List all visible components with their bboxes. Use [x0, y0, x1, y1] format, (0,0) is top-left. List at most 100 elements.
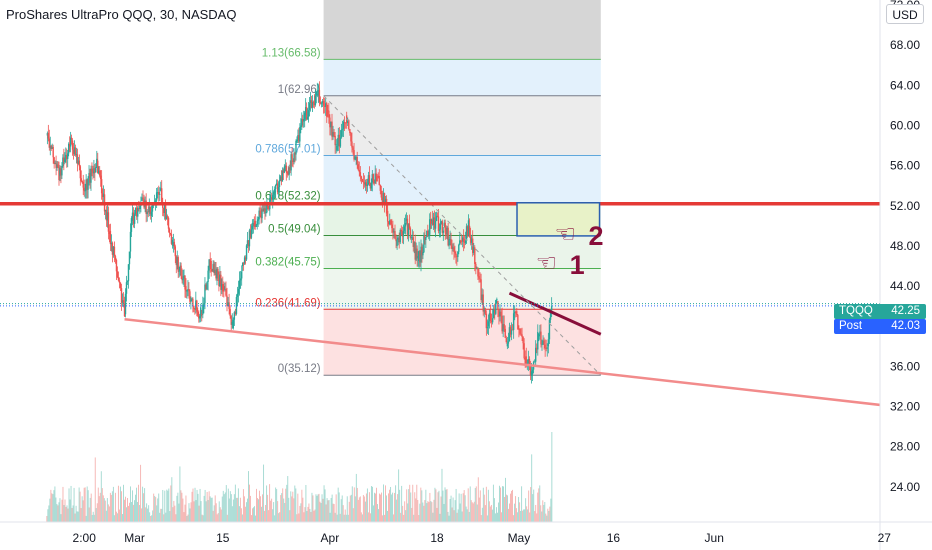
- volume-bar: [71, 507, 73, 522]
- x-tick-label: 15: [216, 531, 230, 545]
- volume-bar: [272, 509, 274, 522]
- annotation-1[interactable]: ☜ 1: [536, 249, 585, 280]
- volume-bar: [173, 500, 175, 522]
- candle-body: [374, 173, 376, 184]
- candle-body: [368, 175, 371, 184]
- candle-body: [289, 167, 291, 171]
- candle-body: [509, 327, 512, 335]
- x-tick-label: 2:00: [73, 531, 97, 545]
- candle-body: [342, 122, 345, 129]
- candle-body: [381, 197, 384, 203]
- volume-bar: [352, 508, 354, 522]
- volume-bar: [330, 498, 332, 522]
- candle-body: [302, 118, 304, 122]
- volume-bar: [96, 503, 98, 522]
- volume-bar: [302, 497, 304, 522]
- volume-bar: [346, 496, 348, 522]
- volume-bar: [217, 513, 219, 522]
- candle-body: [397, 237, 399, 240]
- volume-bar: [485, 486, 487, 522]
- candle-body: [256, 220, 258, 225]
- volume-bar: [135, 494, 137, 522]
- volume-bar: [125, 496, 126, 522]
- volume-bar: [126, 507, 127, 522]
- candle-body: [362, 181, 365, 183]
- candle-body: [202, 304, 204, 315]
- volume-bar: [299, 505, 301, 522]
- candle-body: [506, 343, 509, 347]
- volume-bar: [197, 493, 199, 522]
- candle-body: [83, 187, 85, 191]
- volume-bar: [93, 514, 95, 522]
- candle-body: [481, 294, 483, 301]
- candle-body: [160, 188, 162, 191]
- volume-bar: [314, 509, 316, 522]
- y-tick-label: 48.00: [890, 239, 920, 253]
- last-price-symbol: TQQQ: [839, 305, 873, 317]
- volume-bar: [380, 494, 381, 522]
- volume-bar: [107, 504, 109, 522]
- candle-body: [516, 311, 518, 316]
- candle-body: [161, 188, 163, 204]
- volume-bar: [142, 486, 144, 522]
- candle-body: [233, 312, 236, 320]
- volume-bar: [59, 498, 61, 522]
- volume-bar: [289, 510, 291, 522]
- trendline-lower-support[interactable]: [124, 317, 904, 409]
- volume-bar: [404, 501, 406, 522]
- volume-bar: [146, 503, 148, 522]
- volume-bar: [466, 509, 468, 522]
- volume-bar: [477, 477, 479, 522]
- candle-body: [519, 328, 521, 334]
- candle-body: [491, 318, 494, 323]
- annotation-2[interactable]: ☜ 2: [555, 220, 604, 251]
- volume-bar: [496, 512, 498, 522]
- candle-body: [475, 264, 477, 269]
- candle-body: [127, 264, 130, 282]
- candle-body: [80, 178, 82, 182]
- volume-bar: [215, 503, 217, 522]
- y-tick-label: 44.00: [890, 279, 920, 293]
- currency-button[interactable]: USD: [886, 4, 924, 24]
- volume-bar: [399, 489, 401, 522]
- volume-bar: [61, 499, 63, 522]
- candle-body: [227, 302, 229, 307]
- candle-body: [399, 229, 401, 243]
- price-axis[interactable]: [880, 0, 932, 550]
- volume-bar: [322, 498, 324, 522]
- volume-bar: [129, 502, 130, 522]
- volume-bar: [328, 500, 330, 522]
- candle-body: [369, 183, 372, 189]
- candle-body: [176, 257, 178, 266]
- candle-body: [251, 225, 254, 230]
- trendline-dashed-diagonal[interactable]: [323, 95, 602, 376]
- volume-bar: [185, 495, 187, 522]
- volume-bar: [149, 512, 151, 522]
- volume-bar: [468, 511, 470, 522]
- candle-body: [405, 218, 408, 221]
- candle-body: [198, 315, 200, 319]
- volume-bar: [426, 503, 428, 522]
- candle-body: [320, 103, 323, 105]
- volume-bar: [317, 494, 319, 522]
- volume-bar: [242, 489, 244, 522]
- volume-bar: [306, 510, 308, 522]
- trendline-upper-resistance[interactable]: [508, 291, 602, 336]
- volume-bar: [541, 511, 543, 522]
- volume-bar: [211, 497, 213, 522]
- candle-body: [280, 176, 283, 182]
- volume-bar: [420, 487, 422, 522]
- candle-body: [212, 263, 214, 272]
- candle-body: [361, 178, 364, 182]
- volume-bar: [159, 512, 161, 522]
- y-tick-label: 68.00: [890, 38, 920, 52]
- candle-body: [70, 137, 73, 139]
- candle-body: [276, 183, 279, 193]
- volume-bar: [539, 485, 541, 522]
- candle-body: [244, 257, 247, 260]
- target-box[interactable]: [516, 202, 601, 237]
- candle-body: [316, 91, 318, 93]
- volume-bar: [525, 498, 527, 522]
